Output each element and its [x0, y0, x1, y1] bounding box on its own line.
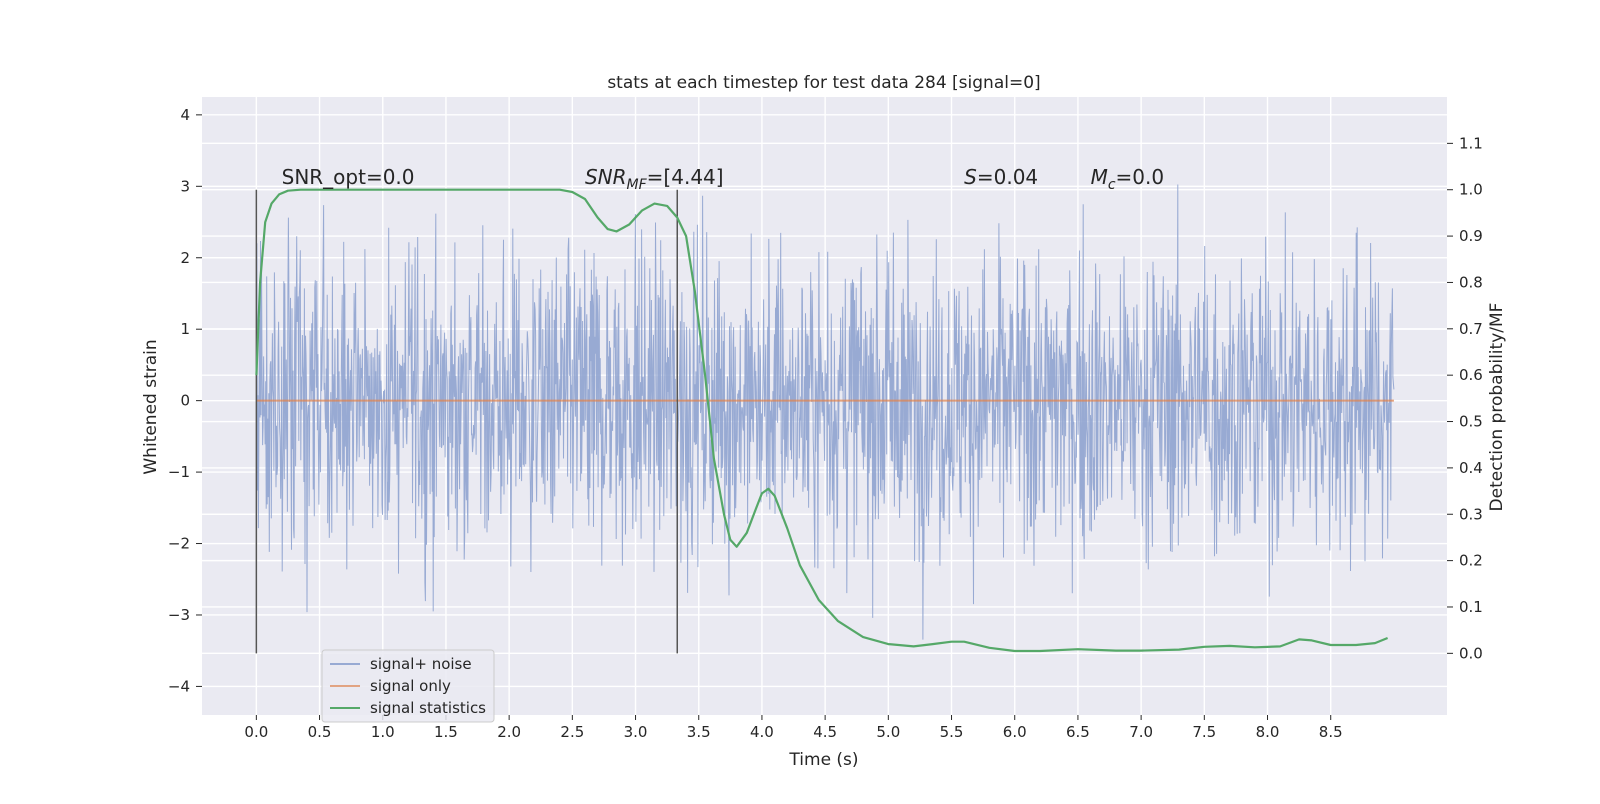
x-tick-label: 2.5 [560, 723, 584, 741]
x-tick-label: 0.0 [244, 723, 268, 741]
x-tick-label: 1.5 [434, 723, 458, 741]
x-tick-label: 4.5 [813, 723, 837, 741]
y-right-tick-label: 0.0 [1459, 644, 1483, 662]
y-right-tick-label: 0.5 [1459, 413, 1483, 431]
chart-title: stats at each timestep for test data 284… [607, 73, 1040, 93]
x-tick-label: 6.0 [1003, 723, 1027, 741]
x-tick-label: 0.5 [308, 723, 332, 741]
x-tick-label: 2.0 [497, 723, 521, 741]
x-tick-label: 5.0 [876, 723, 900, 741]
axes: 0.0 0.5 1.0 1.5 2.0 2.5 3.0 3.5 4.0 4.5 5.0 5.5 6.0 6… [168, 106, 1483, 741]
annotation-label: S=0.04 [964, 165, 1038, 189]
y-right-tick-label: 0.7 [1459, 320, 1483, 338]
y-left-tick-label: 4 [180, 106, 190, 124]
legend-label: signal+ noise [370, 655, 472, 673]
y-right-tick-label: 0.4 [1459, 459, 1483, 477]
x-tick-label: 3.5 [687, 723, 711, 741]
y-right-tick-label: 0.1 [1459, 598, 1483, 616]
y-axis-label-left: Whitened strain [141, 339, 161, 474]
y-left-tick-label: −4 [168, 677, 190, 695]
y-right-tick-label: 0.9 [1459, 227, 1483, 245]
x-tick-label: 1.0 [371, 723, 395, 741]
annotation-symbol: M [1091, 165, 1108, 189]
x-tick-label: 6.5 [1066, 723, 1090, 741]
x-tick-label: 5.5 [940, 723, 964, 741]
x-tick-label: 4.0 [750, 723, 774, 741]
y-right-tick-label: 0.3 [1459, 505, 1483, 523]
annotation-value: =[4.44] [647, 165, 724, 189]
annotation-symbol: S [964, 165, 977, 189]
y-left-tick-label: 3 [180, 177, 190, 195]
y-right-tick-label: 0.8 [1459, 273, 1483, 291]
annotation-value: =0.0 [1116, 165, 1165, 189]
y-right-tick-label: 0.2 [1459, 552, 1483, 570]
y-left-tick-label: 2 [180, 249, 190, 267]
y-right-tick-label: 1.1 [1459, 134, 1483, 152]
legend-label: signal statistics [370, 699, 486, 717]
y-left-tick-label: −2 [168, 535, 190, 553]
y-left-tick-label: 1 [180, 320, 190, 338]
y-left-tick-label: −1 [168, 463, 190, 481]
annotation-symbol: SNR_opt=0.0 [282, 165, 415, 189]
y-left-tick-label: 0 [180, 392, 190, 410]
signal-noise-series [255, 184, 1395, 640]
annotation-subscript: MF [627, 177, 648, 193]
vertical-markers [255, 189, 678, 654]
x-tick-label: 7.5 [1192, 723, 1216, 741]
x-tick-label: 8.5 [1319, 723, 1343, 741]
annotations: SNR_opt=0.0 SNRMF=[4.44] S=0.04 Mc=0.0 [282, 165, 1164, 193]
legend-box [321, 649, 495, 723]
y-axis-label-right: Detection probability/MF [1487, 303, 1507, 512]
signal-noise-line [255, 184, 1395, 640]
y-right-tick-label: 1.0 [1459, 181, 1483, 199]
x-tick-label: 8.0 [1256, 723, 1280, 741]
annotation-label: SNR_opt=0.0 [282, 165, 415, 189]
annotation-label: SNRMF=[4.44] [585, 165, 724, 193]
signal-statistics-line [255, 188, 1389, 653]
legend: signal+ noise signal only signal statistic… [321, 649, 495, 723]
x-tick-label: 3.0 [624, 723, 648, 741]
annotation-value: =0.04 [977, 165, 1038, 189]
y-left-tick-label: −3 [168, 606, 190, 624]
signal-statistics-series [255, 188, 1389, 653]
y-right-tick-label: 0.6 [1459, 366, 1483, 384]
annotation-symbol: SNR [585, 165, 627, 189]
legend-label: signal only [370, 677, 451, 695]
x-axis-label: Time (s) [788, 750, 858, 770]
annotation-label: Mc=0.0 [1091, 165, 1165, 193]
x-tick-label: 7.0 [1129, 723, 1153, 741]
annotation-subscript: c [1108, 177, 1116, 193]
